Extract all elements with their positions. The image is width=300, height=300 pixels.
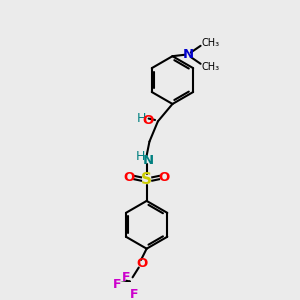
Text: H: H: [136, 150, 145, 163]
Text: F: F: [113, 278, 122, 291]
Text: CH₃: CH₃: [202, 61, 220, 72]
Text: N: N: [142, 154, 154, 167]
Text: N: N: [182, 48, 194, 61]
Text: F: F: [130, 288, 138, 300]
Text: O: O: [142, 114, 154, 127]
Text: O: O: [158, 171, 170, 184]
Text: O: O: [136, 257, 147, 270]
Text: H: H: [136, 112, 146, 125]
Text: S: S: [141, 172, 152, 187]
Text: F: F: [122, 271, 130, 284]
Text: CH₃: CH₃: [202, 38, 220, 48]
Text: O: O: [124, 171, 135, 184]
